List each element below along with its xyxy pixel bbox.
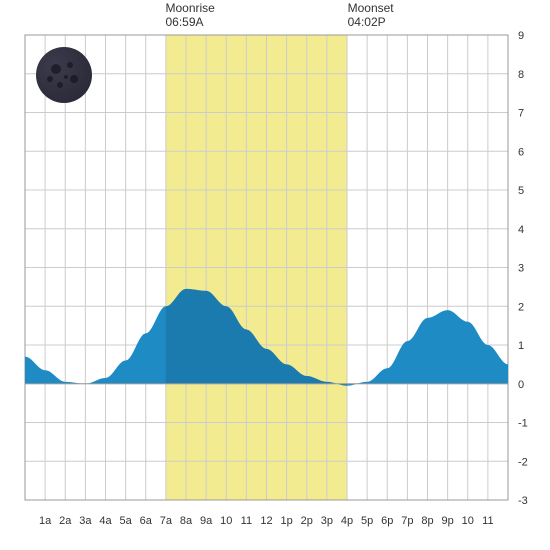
svg-text:9: 9 — [518, 30, 524, 42]
svg-text:11: 11 — [482, 515, 493, 527]
moonrise-title: Moonrise — [165, 1, 215, 15]
x-axis-ticks: 1a 2a 3a 4a 5a 6a 7a 8a 9a 10 11 12 1p 2p 3p 4p 5p 6p 7p 8p… — [39, 515, 494, 527]
svg-text:8p: 8p — [421, 515, 433, 527]
svg-text:7a: 7a — [160, 515, 173, 527]
svg-text:-3: -3 — [518, 495, 528, 507]
svg-text:12: 12 — [260, 515, 272, 527]
svg-text:-1: -1 — [518, 418, 528, 430]
svg-text:4p: 4p — [341, 515, 353, 527]
tide-chart: -3-2-101234567891a2a3a4a5a6a7a8a9a101112… — [0, 0, 550, 550]
svg-text:3: 3 — [518, 263, 524, 275]
svg-text:7: 7 — [518, 108, 524, 120]
svg-text:5p: 5p — [361, 515, 373, 527]
moon-icon — [36, 47, 92, 103]
svg-text:4: 4 — [518, 224, 524, 236]
svg-text:-2: -2 — [518, 456, 528, 468]
svg-text:7p: 7p — [401, 515, 413, 527]
svg-text:2: 2 — [518, 301, 524, 313]
svg-text:4a: 4a — [99, 515, 112, 527]
svg-text:1a: 1a — [39, 515, 52, 527]
svg-text:10: 10 — [220, 515, 232, 527]
svg-text:5a: 5a — [120, 515, 133, 527]
svg-text:5: 5 — [518, 185, 524, 197]
svg-text:1p: 1p — [281, 515, 293, 527]
svg-text:8a: 8a — [180, 515, 193, 527]
svg-text:9p: 9p — [442, 515, 454, 527]
svg-text:6a: 6a — [140, 515, 153, 527]
svg-text:0: 0 — [518, 379, 524, 391]
moonrise-time: 06:59A — [165, 15, 203, 29]
svg-text:6: 6 — [518, 146, 524, 158]
svg-text:3a: 3a — [79, 515, 92, 527]
svg-text:8: 8 — [518, 69, 524, 81]
svg-text:3p: 3p — [321, 515, 333, 527]
svg-text:6p: 6p — [381, 515, 393, 527]
svg-text:2a: 2a — [59, 515, 72, 527]
moonset-title: Moonset — [348, 1, 395, 15]
svg-text:2p: 2p — [301, 515, 313, 527]
svg-text:1: 1 — [518, 340, 524, 352]
svg-text:11: 11 — [241, 515, 252, 527]
svg-text:9a: 9a — [200, 515, 213, 527]
svg-text:10: 10 — [462, 515, 474, 527]
moonset-time: 04:02P — [348, 15, 386, 29]
